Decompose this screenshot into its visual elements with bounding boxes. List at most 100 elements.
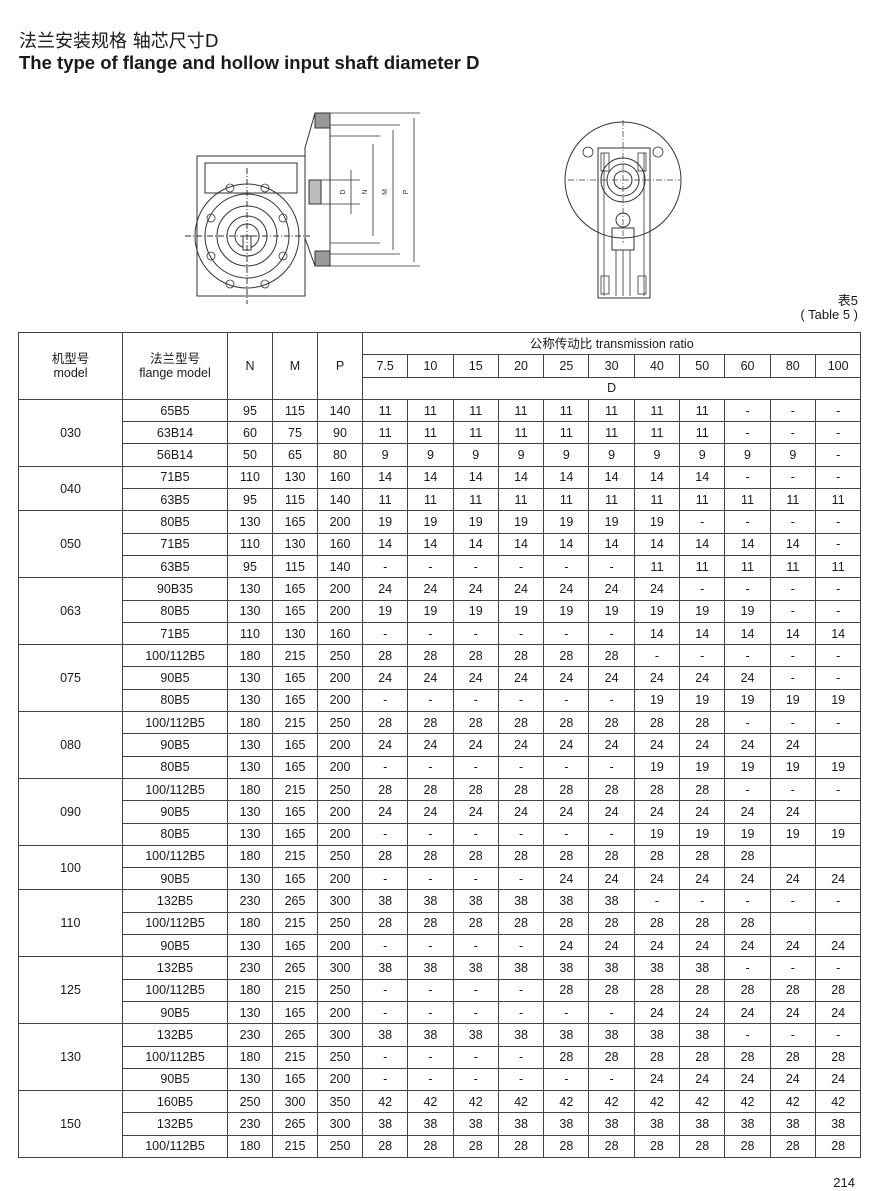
d-value-cell: 19 [633,822,681,846]
table-row: 080 100/112B5 180 215 250 28 28 28 28 28 28 28 28- - - [18,711,862,779]
d-value-cell: 24 [497,666,545,690]
d-value-cell: 24 [452,800,499,824]
header-transmission-ratio: 公称传动比 transmission ratio [361,331,862,356]
flange-cell: 56B14 [122,443,228,467]
m-cell: 165 [272,867,318,891]
flange-cell: 100/112B5 [122,644,228,668]
p-cell: 250 [317,911,363,936]
model-cell: 040 [18,465,123,512]
flange-cell: 90B5 [122,800,228,824]
d-value-cell: 28 [543,644,590,668]
header-model-en: model [53,365,88,380]
model-cell: 063 [18,577,123,646]
m-cell: 215 [272,777,318,802]
d-value-cell: 11 [361,421,409,445]
header-p: P [317,332,363,400]
n-cell: 130 [227,822,273,846]
d-value-cell: 11 [588,398,635,423]
d-value-cell: 19 [679,755,726,779]
d-value-cell: 28 [497,1134,545,1158]
d-value-cell: - [769,465,816,490]
flange-cell: 63B5 [122,488,228,512]
d-value-cell: 24 [361,800,409,824]
d-value-cell: 24 [497,577,545,601]
d-value-cell: 24 [724,1067,771,1092]
table-row: 100 100/112B5 180 215 250 28 28 28 28 28 28 28 28 28 [18,844,862,891]
m-cell: 130 [272,532,318,556]
d-value-cell: 28 [452,844,499,869]
dimension-label-d: D [340,189,347,194]
d-value-cell: 28 [497,644,545,668]
d-value-cell: - [724,1023,771,1047]
d-value-cell: 38 [452,1023,499,1047]
d-value-cell: 14 [588,465,635,490]
d-value-cell: - [724,889,771,913]
table-row: 075 100/112B5 180 215 250 28 28 28 28 28 28- - - - - [18,644,862,713]
table-row: 100/112B5 180 215 250 28 28 28 28 28 28 28 28 28 [19,911,862,936]
table-row: 110 132B5 230 265 300 38 38 38 38 38 38- - - - - [18,889,862,958]
d-value-cell: 14 [769,532,816,556]
d-value-cell: - [497,822,545,846]
d-value-cell: 19 [769,822,816,846]
d-value-cell: - [588,688,635,713]
d-value-cell: 24 [407,733,454,757]
d-value-cell: 9 [543,443,590,467]
n-cell: 110 [227,621,273,646]
flange-cell: 100/112B5 [122,1134,228,1158]
d-value-cell: 28 [588,711,635,735]
d-value-cell: - [769,599,816,623]
d-value-cell: 19 [769,688,816,713]
d-value-cell: 38 [361,1023,409,1047]
m-cell: 75 [272,421,318,445]
flange-shaft-diameter-table: 机型号 model 法兰型号 flange model N M P 公称传动比 … [18,331,862,1158]
d-value-cell: 9 [361,443,409,467]
d-value-cell: 14 [633,532,681,556]
header-d: D [361,376,862,400]
d-value-cell: 28 [588,911,635,936]
d-value-cell: - [452,1067,499,1092]
d-value-cell: 24 [679,934,726,958]
model-cell: 030 [18,398,123,467]
model-cell: 090 [18,777,123,846]
d-value-cell: - [679,644,726,668]
flange-cell: 132B5 [122,889,228,913]
d-value-cell: 24 [543,733,590,757]
d-value-cell: 24 [724,800,771,824]
p-cell: 200 [317,822,363,846]
d-value-cell: 28 [588,644,635,668]
d-value-cell: 24 [679,666,726,690]
table-row: 125 132B5 230 265 300 38 38 38 38 38 38 38 38- - - [18,956,862,1025]
d-value-cell: 14 [407,532,454,556]
d-value-cell: - [769,777,816,802]
d-value-cell: 19 [724,755,771,779]
d-value-cell: 11 [633,421,681,445]
d-value-cell: 28 [679,844,726,869]
d-value-cell: - [814,889,862,913]
dimension-label-n: N [362,189,369,194]
d-value-cell: - [769,644,816,668]
d-value-cell: - [497,755,545,779]
d-value-cell: 14 [633,621,681,646]
n-cell: 50 [227,443,273,467]
d-value-cell: 28 [452,1134,499,1158]
d-value-cell: - [814,711,862,735]
d-value-cell: 28 [724,1134,771,1158]
p-cell: 80 [317,443,363,467]
d-value-cell: 28 [588,1134,635,1158]
d-value-cell: 28 [724,1045,771,1069]
d-value-cell: 24 [361,577,409,601]
d-value-cell: - [452,621,499,646]
d-value-cell: 28 [543,978,590,1002]
d-value-cell: - [497,554,545,579]
d-value-cell: - [497,867,545,891]
d-value-cell: 42 [543,1090,590,1114]
table-row: 130 132B5 230 265 300 38 38 38 38 38 38 38 38- - - [18,1023,862,1092]
table-row: 63B14 60 75 90 11 11 11 11 11 11 11 11- - - [19,421,862,445]
d-value-cell: - [769,956,816,980]
n-cell: 130 [227,1067,273,1092]
d-value-cell: - [814,577,862,601]
n-cell: 230 [227,956,273,980]
flange-cell: 65B5 [122,398,228,423]
m-cell: 215 [272,911,318,936]
table-row: 71B5 110 130 160- - - - - -14 14 14 14 14 [19,621,862,646]
